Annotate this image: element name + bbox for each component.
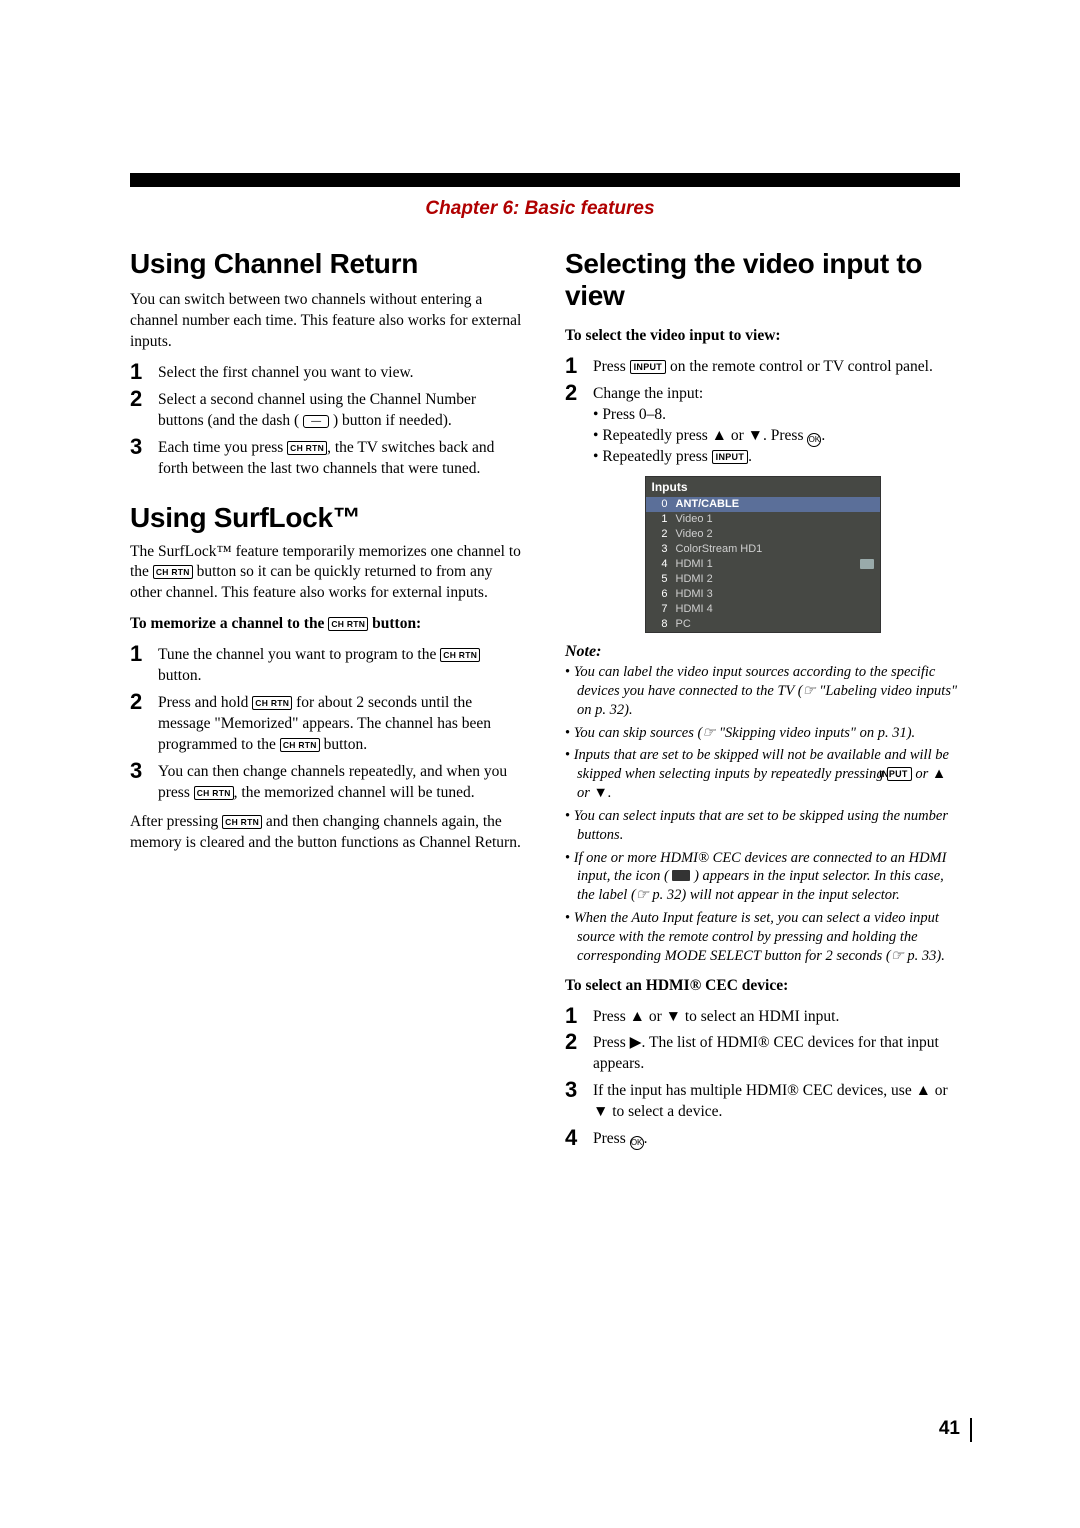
input-button-icon: INPUT [887, 767, 912, 781]
channel-return-intro: You can switch between two channels with… [130, 290, 525, 353]
inputs-menu-header: Inputs [646, 477, 880, 497]
note-item: You can label the video input sources ac… [565, 663, 960, 720]
list-item: 4 Press OK. [565, 1129, 960, 1150]
surflock-memorize-heading: To memorize a channel to the CH RTN butt… [130, 614, 525, 635]
step-number: 3 [130, 436, 158, 458]
step-number: 1 [565, 355, 593, 377]
cec-icon [672, 870, 690, 881]
ok-button-icon: OK [630, 1136, 644, 1150]
step-text: Change the input: • Press 0–8. • Repeate… [593, 384, 825, 468]
step-text: Select a second channel using the Channe… [158, 390, 525, 432]
right-column: Selecting the video input to view To sel… [565, 248, 960, 1158]
input-button-icon: INPUT [712, 450, 749, 464]
inputs-row: 4HDMI 1 [646, 557, 880, 572]
inputs-row: 6HDMI 3 [646, 587, 880, 602]
inputs-row: 8PC [646, 617, 880, 632]
note-item: Inputs that are set to be skipped will n… [565, 746, 960, 803]
chrtn-button-icon: CH RTN [252, 696, 292, 710]
cec-icon [860, 559, 874, 569]
list-item: 1 Tune the channel you want to program t… [130, 645, 525, 687]
chrtn-button-icon: CH RTN [280, 738, 320, 752]
select-input-steps: 1 Press INPUT on the remote control or T… [565, 357, 960, 468]
step-text: Press INPUT on the remote control or TV … [593, 357, 933, 378]
step-text: You can then change channels repeatedly,… [158, 762, 525, 804]
step-number: 2 [565, 1031, 593, 1053]
inputs-row: 0ANT/CABLE [646, 497, 880, 512]
step-text: If the input has multiple HDMI® CEC devi… [593, 1081, 960, 1123]
surflock-intro: The SurfLock™ feature temporarily memori… [130, 542, 525, 605]
surflock-after: After pressing CH RTN and then changing … [130, 812, 525, 854]
step-text: Press ▲ or ▼ to select an HDMI input. [593, 1007, 839, 1028]
list-item: 2 Change the input: • Press 0–8. • Repea… [565, 384, 960, 468]
heading-surflock: Using SurfLock™ [130, 502, 525, 534]
page-number-bar [970, 1418, 972, 1442]
channel-return-steps: 1 Select the first channel you want to v… [130, 363, 525, 480]
step-text: Each time you press CH RTN, the TV switc… [158, 438, 525, 480]
list-item: 1 Select the first channel you want to v… [130, 363, 525, 384]
chrtn-button-icon: CH RTN [328, 617, 368, 631]
note-label: Note: [565, 643, 960, 661]
step-text: Select the first channel you want to vie… [158, 363, 414, 384]
step-number: 2 [130, 388, 158, 410]
input-button-icon: INPUT [630, 360, 667, 374]
note-item: If one or more HDMI® CEC devices are con… [565, 849, 960, 906]
ok-button-icon: OK [807, 433, 821, 447]
step-number: 1 [565, 1005, 593, 1027]
cec-steps: 1 Press ▲ or ▼ to select an HDMI input. … [565, 1007, 960, 1151]
cec-select-heading: To select an HDMI® CEC device: [565, 976, 960, 997]
step-text: Tune the channel you want to program to … [158, 645, 525, 687]
list-item: 2 Select a second channel using the Chan… [130, 390, 525, 432]
inputs-row: 7HDMI 4 [646, 602, 880, 617]
surflock-steps: 1 Tune the channel you want to program t… [130, 645, 525, 803]
inputs-row: 1Video 1 [646, 512, 880, 527]
list-item: 1 Press INPUT on the remote control or T… [565, 357, 960, 378]
list-item: 3 You can then change channels repeatedl… [130, 762, 525, 804]
note-item: You can select inputs that are set to be… [565, 807, 960, 845]
select-input-subheading: To select the video input to view: [565, 326, 960, 347]
step-number: 4 [565, 1127, 593, 1149]
content-columns: Using Channel Return You can switch betw… [130, 248, 960, 1158]
step-text: Press OK. [593, 1129, 647, 1150]
list-item: 3 If the input has multiple HDMI® CEC de… [565, 1081, 960, 1123]
note-item: When the Auto Input feature is set, you … [565, 909, 960, 966]
list-item: 1 Press ▲ or ▼ to select an HDMI input. [565, 1007, 960, 1028]
notes-list: You can label the video input sources ac… [565, 663, 960, 966]
chrtn-button-icon: CH RTN [194, 786, 234, 800]
step-number: 2 [130, 691, 158, 713]
chrtn-button-icon: CH RTN [440, 648, 480, 662]
step-text: Press ▶. The list of HDMI® CEC devices f… [593, 1033, 960, 1075]
list-item: 3 Each time you press CH RTN, the TV swi… [130, 438, 525, 480]
inputs-row: 2Video 2 [646, 527, 880, 542]
heading-channel-return: Using Channel Return [130, 248, 525, 280]
header-rule [130, 173, 960, 187]
dash-button-icon: — [303, 415, 329, 428]
note-item: You can skip sources (☞ "Skipping video … [565, 724, 960, 743]
step-number: 2 [565, 382, 593, 404]
heading-select-input: Selecting the video input to view [565, 248, 960, 312]
inputs-row: 5HDMI 2 [646, 572, 880, 587]
left-column: Using Channel Return You can switch betw… [130, 248, 525, 1158]
inputs-row: 3ColorStream HD1 [646, 542, 880, 557]
inputs-menu: Inputs 0ANT/CABLE 1Video 1 2Video 2 3Col… [645, 476, 881, 633]
page-number: 41 [939, 1418, 960, 1440]
chapter-title: Chapter 6: Basic features [0, 198, 1080, 220]
chrtn-button-icon: CH RTN [287, 441, 327, 455]
list-item: 2 Press and hold CH RTN for about 2 seco… [130, 693, 525, 756]
step-number: 3 [565, 1079, 593, 1101]
step-number: 1 [130, 643, 158, 665]
step-number: 3 [130, 760, 158, 782]
step-number: 1 [130, 361, 158, 383]
chrtn-button-icon: CH RTN [153, 565, 193, 579]
step-text: Press and hold CH RTN for about 2 second… [158, 693, 525, 756]
page: Chapter 6: Basic features Using Channel … [0, 0, 1080, 1528]
chrtn-button-icon: CH RTN [222, 815, 262, 829]
list-item: 2 Press ▶. The list of HDMI® CEC devices… [565, 1033, 960, 1075]
